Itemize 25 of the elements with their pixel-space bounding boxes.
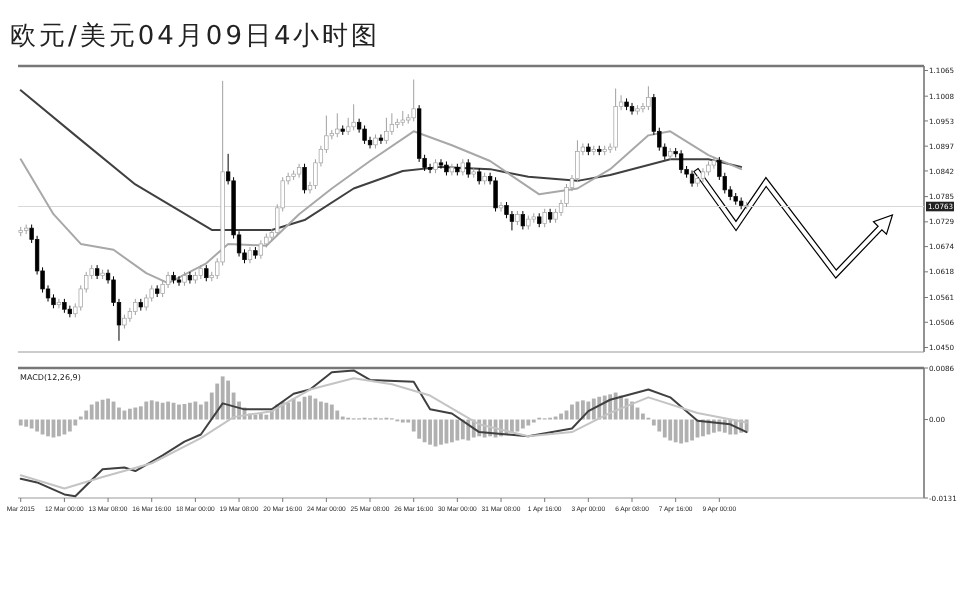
line-series [19,89,743,231]
candlestick [689,169,695,188]
candlestick [258,239,264,260]
candlestick [389,112,395,136]
candlestick [356,118,362,134]
candlestick [547,208,553,224]
candlestick [700,167,706,183]
candlestick [640,102,646,113]
candlestick [367,136,373,149]
candlestick [94,264,100,280]
chart-title: 欧元/美元04月09日4小时图 [10,20,381,52]
candlestick [438,158,444,170]
candlestick [378,133,384,145]
candlestick [449,163,455,176]
candlestick [711,156,717,170]
candlestick [127,307,133,323]
candlestick [498,201,504,212]
candlestick [187,271,193,285]
candlestick [629,102,635,116]
candlestick [678,149,684,174]
candlestick [56,298,62,309]
candlestick [247,246,253,264]
candlestick [509,210,515,231]
candlestick [176,275,182,287]
candlestick [296,163,302,179]
